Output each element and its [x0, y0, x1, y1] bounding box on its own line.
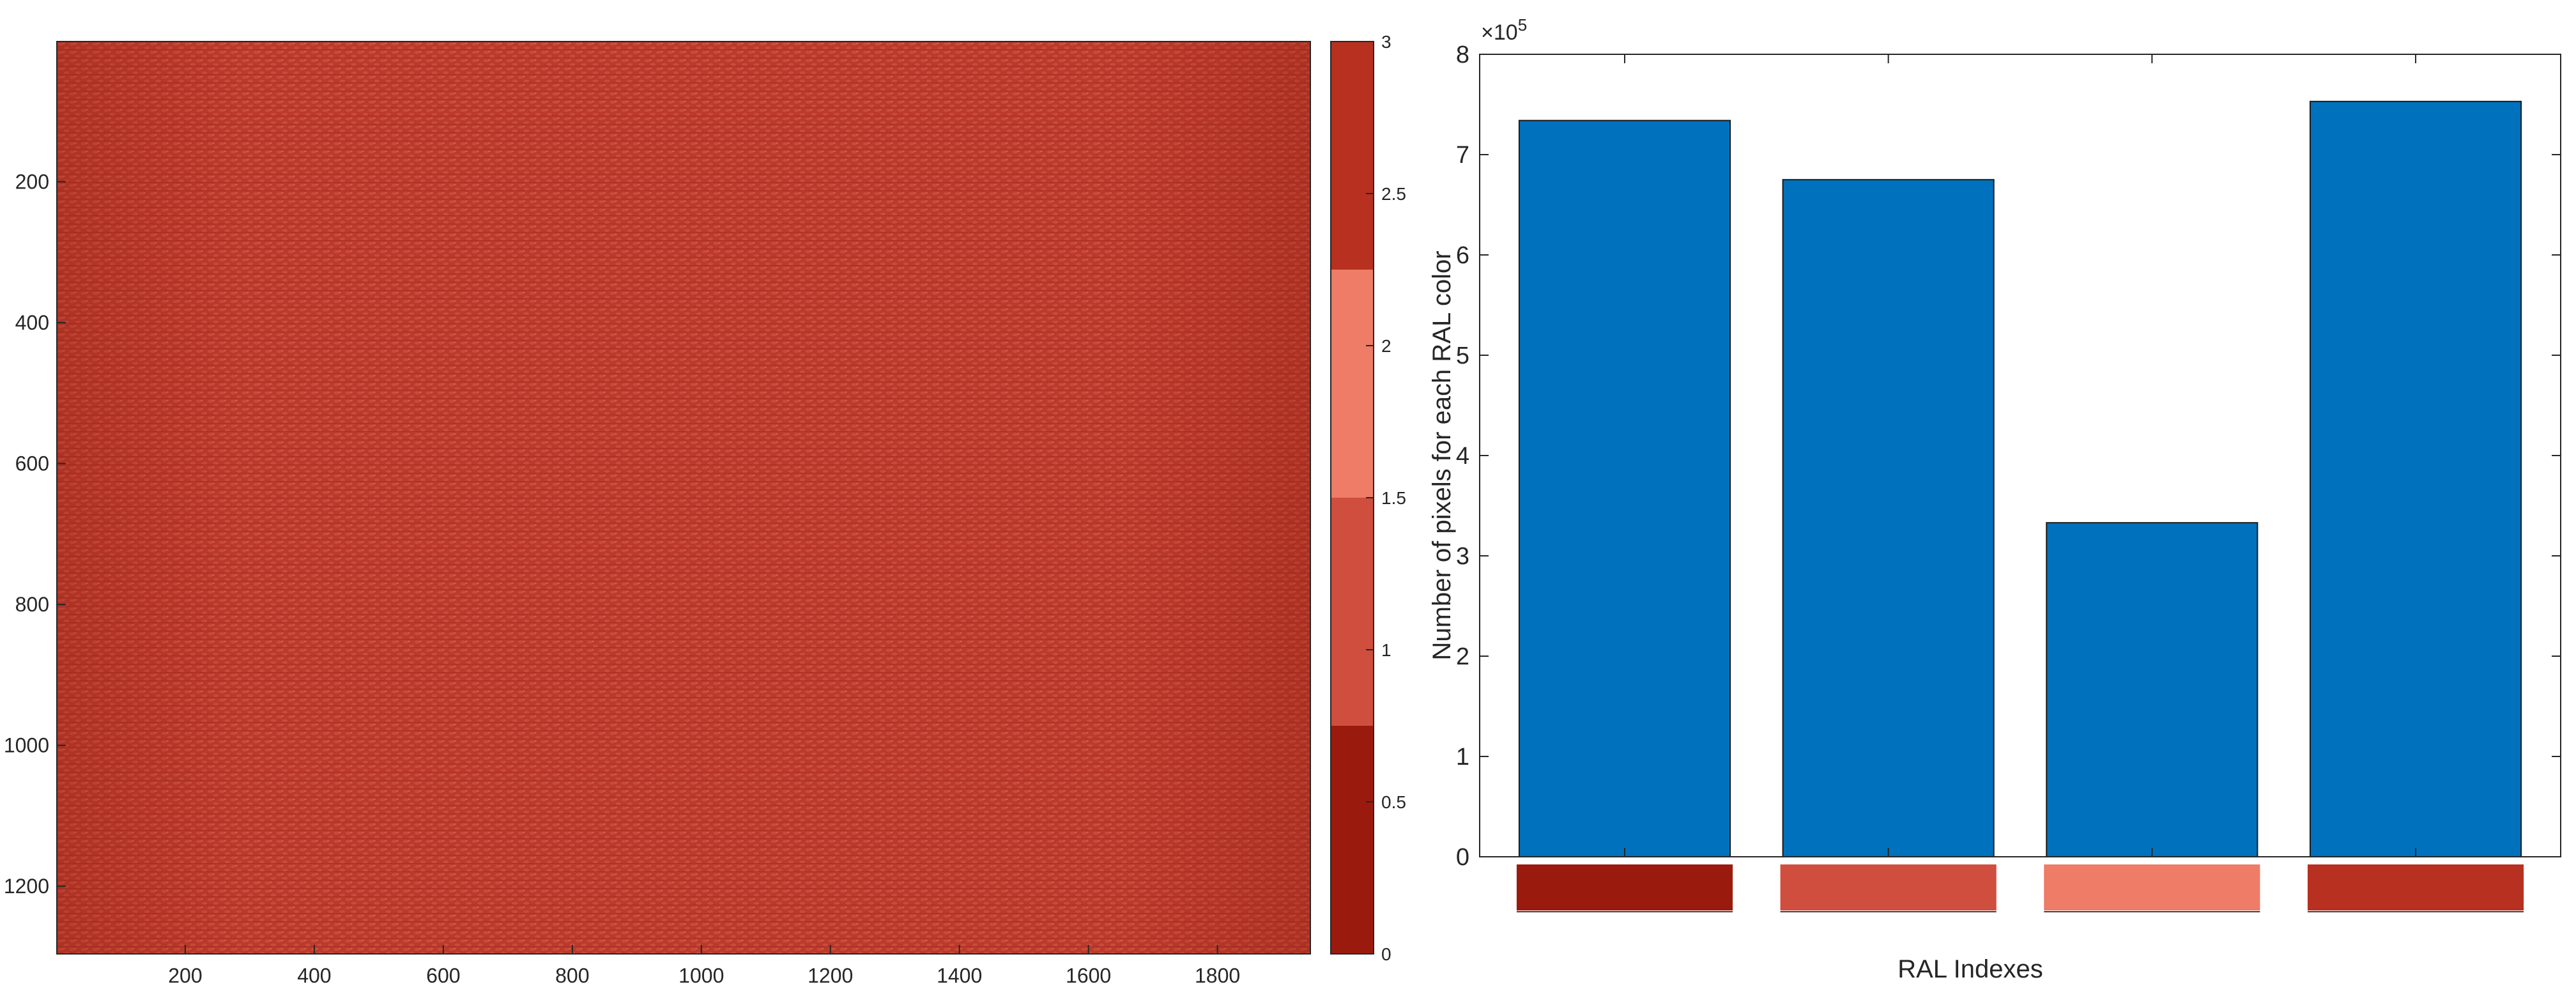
swatch-2 [1780, 864, 1997, 910]
heatmap-x-tick-label: 200 [168, 964, 202, 987]
bar-2 [1782, 179, 1995, 857]
colorbar-level-0 [1331, 726, 1374, 954]
colorbar-tick-label: 0 [1381, 944, 1392, 964]
y-exponent-base: ×10 [1481, 20, 1518, 45]
bar-4 [2309, 100, 2522, 857]
heatmap-x-tick-label: 1200 [808, 964, 853, 987]
colorbar-level-3 [1331, 42, 1374, 270]
y-exponent-power: 5 [1518, 15, 1527, 35]
bar-y-tick-label: 2 [1456, 643, 1469, 670]
heatmap-x-tick-label: 1000 [678, 964, 724, 987]
heatmap-x-tick-label: 400 [297, 964, 331, 987]
colorbar-tick-label: 2.5 [1381, 184, 1406, 204]
heatmap-y-tick-label: 1000 [4, 734, 49, 757]
y-exponent-label: ×105 [1481, 15, 1527, 45]
heatmap-x-tick-label: 1600 [1066, 964, 1111, 987]
heatmap-y-tick-label: 1200 [4, 875, 49, 898]
bar-y-tick-label: 7 [1456, 142, 1469, 169]
heatmap-y-ticks: 200 400 600 800 1000 1200 [4, 170, 66, 898]
colorbar-tick-label: 0.5 [1381, 792, 1406, 812]
colorbar-tick-label: 2 [1381, 336, 1392, 356]
heatmap-y-tick-label: 600 [15, 452, 49, 475]
color-swatches [1516, 864, 2524, 912]
bar-y-tick-label: 6 [1456, 242, 1469, 269]
bar-y-tick-label: 3 [1456, 543, 1469, 570]
bar-y-tick-label: 0 [1456, 844, 1469, 871]
bar-x-axis-label: RAL Indexes [1897, 955, 2043, 983]
swatch-3 [2044, 864, 2260, 910]
colorbar: 0 0.5 1 1.5 2 2.5 3 [1330, 32, 1406, 964]
heatmap-y-tick-label: 400 [15, 311, 49, 334]
heatmap-x-tick-label: 1400 [937, 964, 982, 987]
colorbar-level-2 [1331, 270, 1374, 498]
bars [1518, 100, 2522, 857]
heatmap-axes-box [56, 41, 1311, 955]
heatmap-y-tick-label: 800 [15, 593, 49, 616]
heatmap-y-tick-label: 200 [15, 170, 49, 193]
heatmap-x-tick-label: 800 [555, 964, 589, 987]
colorbar-tick-label: 3 [1381, 32, 1392, 52]
colorbar-tick-label: 1 [1381, 640, 1392, 660]
swatch-4 [2307, 864, 2524, 910]
colorbar-level-1 [1331, 498, 1374, 726]
colorbar-levels [1331, 42, 1374, 954]
heatmap-axes: 200 400 600 800 1000 1200 1400 1600 1800 200 400 6… [4, 41, 1311, 987]
heatmap-x-tick-label: 1800 [1195, 964, 1240, 987]
bar-y-ticks: 0 1 2 3 4 5 6 7 8 [1456, 42, 2561, 871]
bar-x-ticks [1623, 54, 2417, 857]
colorbar-ticks: 0 0.5 1 1.5 2 2.5 3 [1366, 32, 1406, 964]
bar-1 [1518, 119, 1731, 857]
bar-3 [2046, 522, 2258, 857]
bar-y-tick-label: 1 [1456, 744, 1469, 771]
bar-y-tick-label: 5 [1456, 342, 1469, 369]
bar-y-axis-label: Number of pixels for each RAL color [1428, 250, 1456, 660]
heatmap-edge-shading [57, 42, 1310, 954]
swatch-1 [1516, 864, 1733, 910]
heatmap-x-ticks: 200 400 600 800 1000 1200 1400 1600 1800 [168, 945, 1240, 987]
heatmap-x-tick-label: 600 [426, 964, 460, 987]
bar-y-tick-label: 4 [1456, 443, 1469, 470]
colorbar-tick-label: 1.5 [1381, 488, 1406, 508]
bar-y-tick-label: 8 [1456, 42, 1469, 68]
